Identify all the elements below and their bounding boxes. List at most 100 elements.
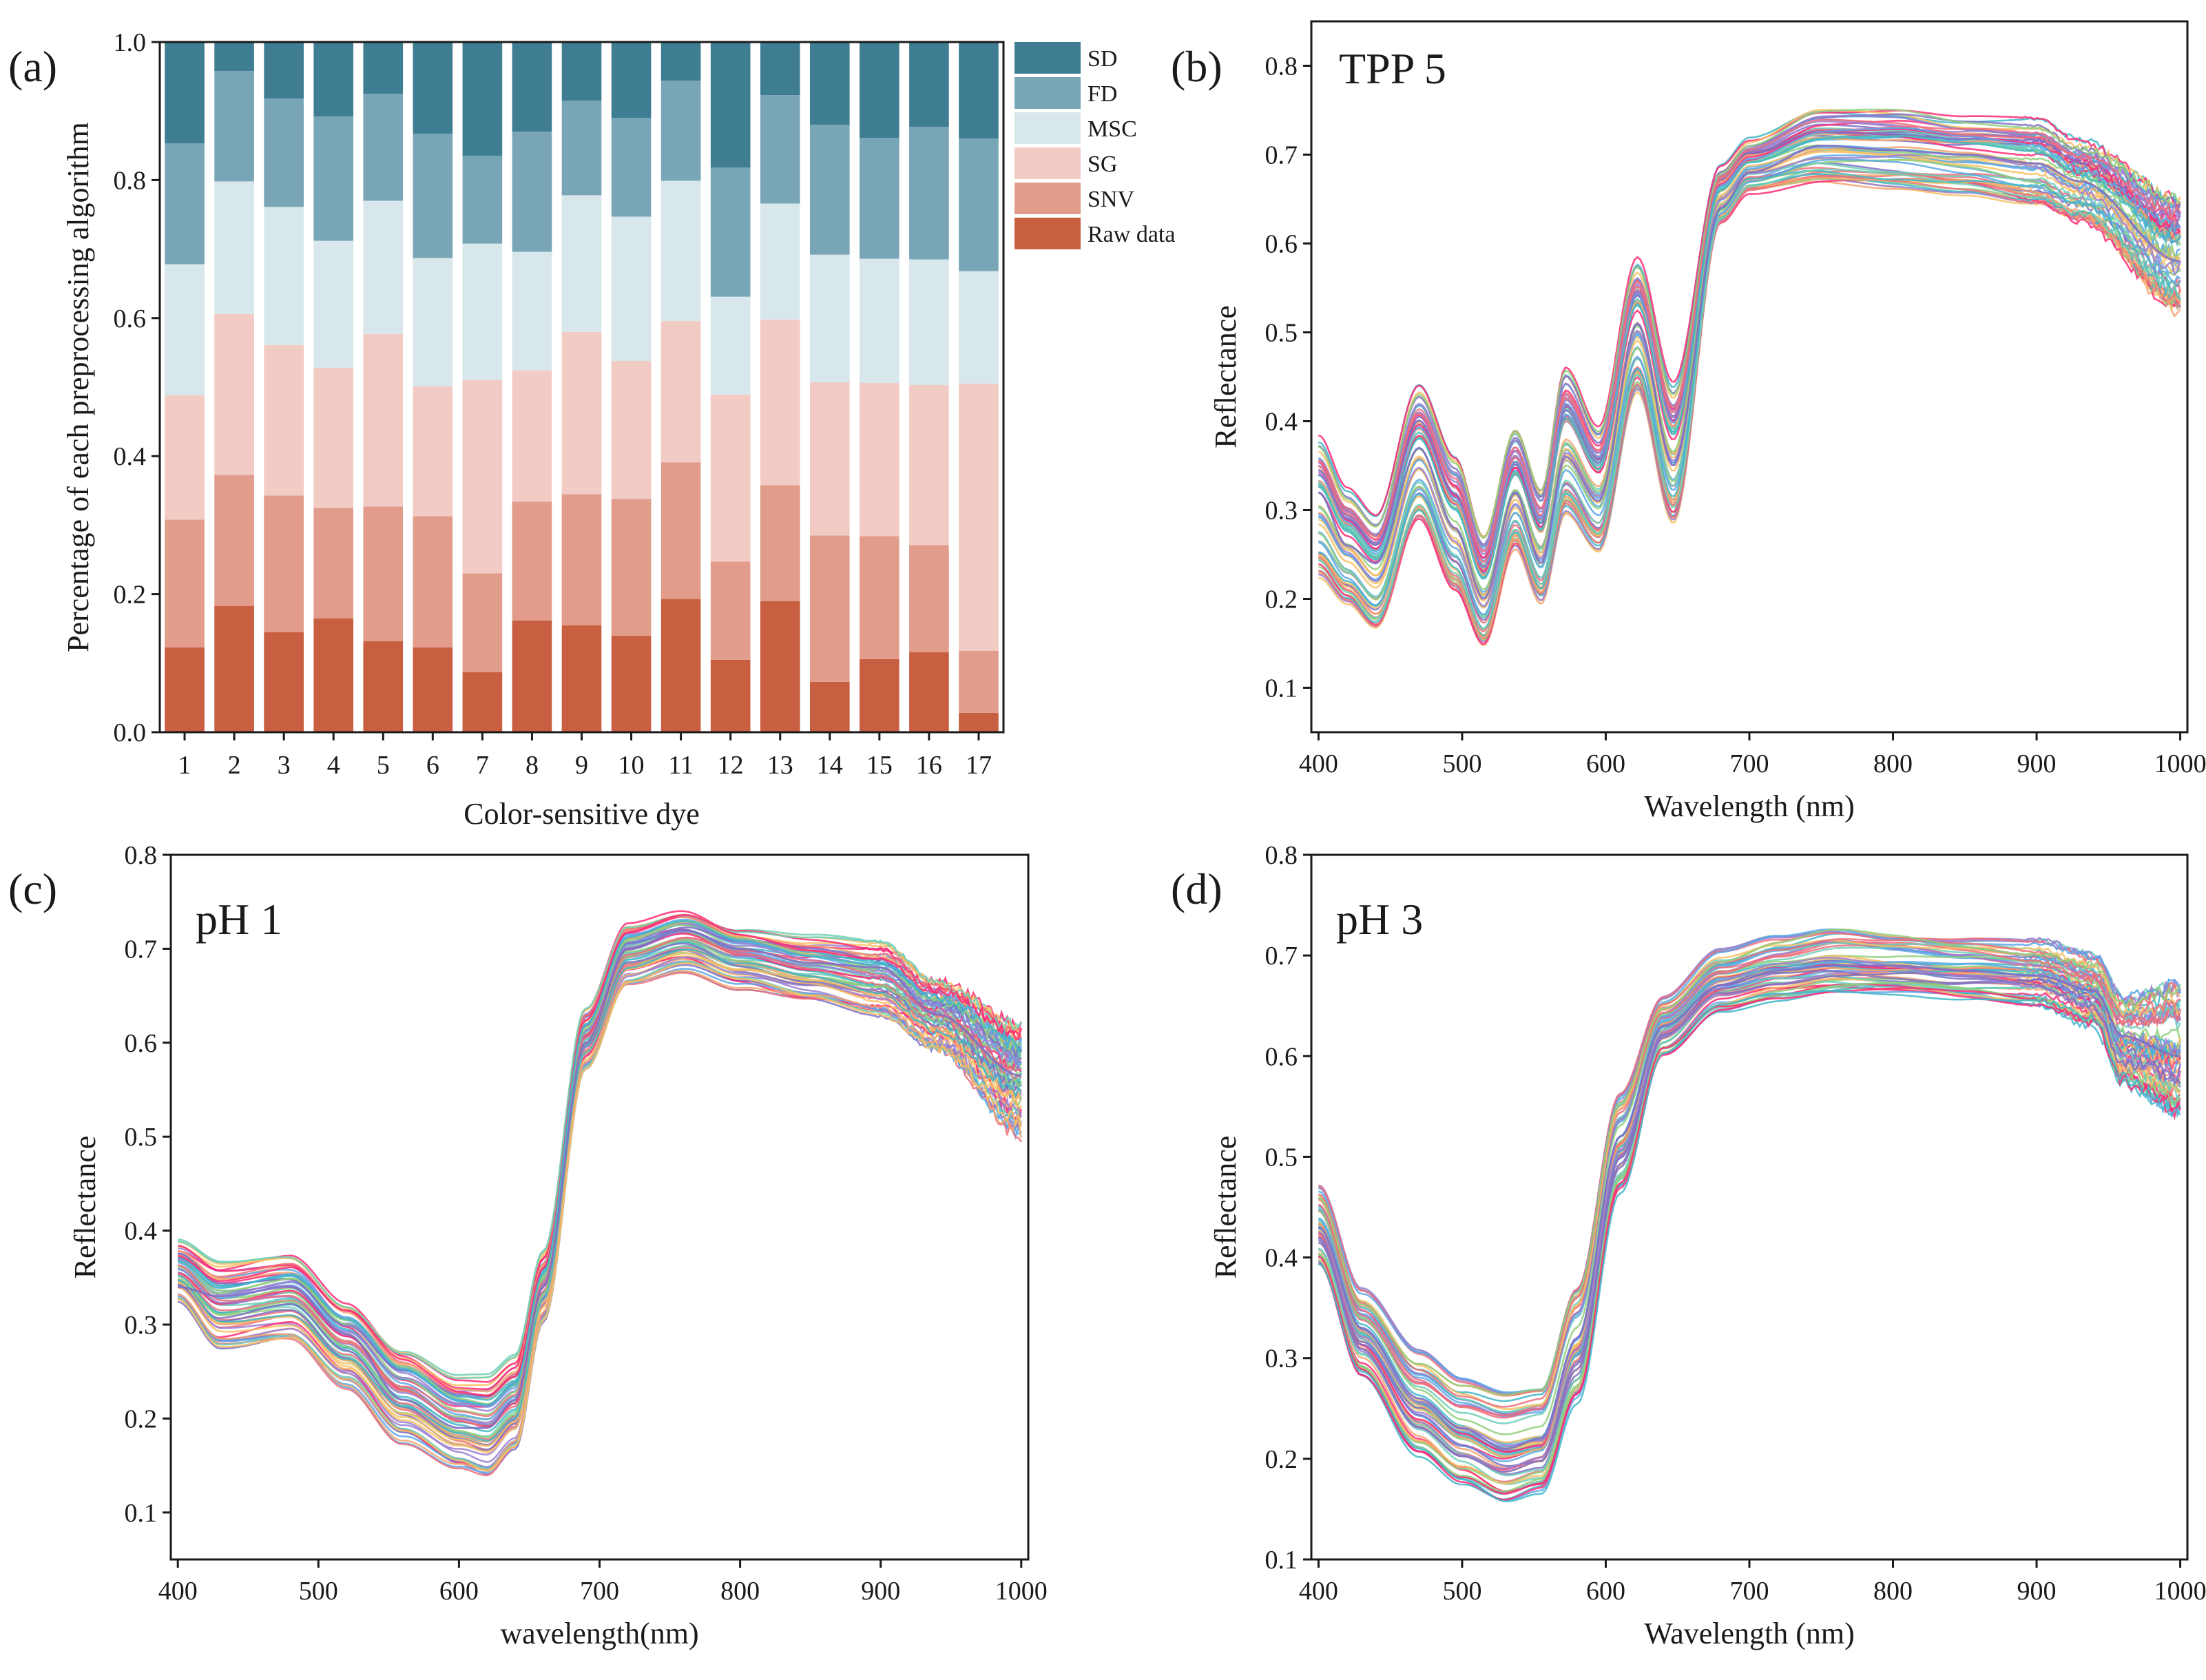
bar-sg-11 — [660, 320, 701, 463]
spectrum-line — [1318, 977, 2181, 1484]
bar-sd-5 — [363, 42, 404, 94]
spectrum-line — [1318, 148, 2181, 596]
panel-b: (b) TPP 5 0.1 0.2 0.3 0.4 0.5 0.6 0.7 0.8 400 500 60… — [1171, 20, 2206, 823]
spectrum-line — [1318, 939, 2181, 1414]
spectrum-line — [1318, 147, 2181, 595]
x-tick-label: 1000 — [995, 1577, 1048, 1606]
x-tick-label: 9 — [575, 751, 588, 780]
bar-msc-15 — [860, 258, 899, 383]
bar-sg-9 — [561, 331, 602, 495]
bar-fd-12 — [710, 167, 751, 297]
bar-msc-12 — [710, 296, 751, 395]
bar-raw-3 — [264, 632, 304, 732]
x-tick-label: 1000 — [2154, 749, 2206, 778]
bar-sg-10 — [611, 360, 652, 499]
bar-sd-13 — [760, 42, 800, 96]
bar-raw-10 — [611, 635, 652, 732]
spectrum-line — [1318, 940, 2181, 1415]
x-tick-label: 800 — [1873, 749, 1913, 778]
spectrum-line — [1318, 977, 2181, 1484]
bar-sd-8 — [512, 42, 552, 132]
bar-raw-12 — [710, 659, 751, 732]
bar-raw-11 — [660, 599, 701, 732]
y-tick-label: 0.7 — [1265, 141, 1298, 170]
y-tick-label: 0.5 — [1265, 319, 1298, 348]
y-axis-label: Reflectance — [68, 1136, 102, 1279]
spectrum-line — [1318, 960, 2181, 1453]
bar-fd-3 — [264, 98, 304, 207]
x-tick-label: 2 — [228, 751, 241, 780]
bar-msc-16 — [909, 259, 949, 385]
bar-msc-6 — [413, 258, 453, 386]
spectrum-line — [1318, 932, 2181, 1396]
x-tick-label: 900 — [861, 1577, 900, 1606]
bar-sd-1 — [165, 42, 205, 144]
spectrum-line — [1318, 969, 2181, 1470]
y-tick-label: 0.8 — [1265, 841, 1298, 870]
legend-swatch-snv — [1014, 183, 1081, 214]
spectrum-line — [1318, 982, 2181, 1493]
spectrum-line — [1318, 961, 2181, 1448]
y-tick-label: 0.8 — [1265, 52, 1298, 81]
x-tick-label: 14 — [817, 751, 843, 780]
bar-msc-7 — [462, 243, 503, 380]
bar-sd-6 — [413, 42, 453, 134]
bar-fd-6 — [413, 134, 453, 258]
bar-sg-12 — [710, 395, 751, 562]
x-tick-label: 900 — [2017, 749, 2057, 778]
y-tick-label: 0.5 — [1265, 1143, 1298, 1172]
legend-label: Raw data — [1088, 222, 1175, 247]
y-tick-label: 0.6 — [114, 304, 147, 333]
bar-msc-1 — [165, 264, 205, 396]
y-tick-label: 0.3 — [1265, 497, 1298, 526]
y-axis-label: Percentage of each preprocessing algorit… — [61, 122, 95, 652]
spectrum-line — [1318, 972, 2181, 1473]
x-tick-label: 12 — [718, 751, 744, 780]
y-tick-label: 0.4 — [1265, 408, 1298, 437]
bar-sd-11 — [660, 42, 701, 81]
bar-msc-2 — [214, 181, 254, 314]
bar-sg-7 — [462, 380, 503, 574]
x-tick-label: 700 — [1730, 1577, 1769, 1606]
spectrum-line — [1318, 175, 2181, 639]
inset-title: pH 3 — [1336, 895, 1423, 944]
bar-msc-17 — [959, 271, 999, 384]
panel-label: (c) — [8, 864, 57, 913]
y-tick-label: 0.6 — [1265, 1042, 1298, 1071]
y-tick-label: 0.4 — [114, 442, 147, 471]
bar-raw-9 — [561, 625, 602, 732]
x-tick-label: 400 — [1299, 749, 1338, 778]
x-tick-label: 1 — [178, 751, 191, 780]
bar-sd-14 — [809, 42, 850, 125]
bar-raw-17 — [959, 712, 999, 732]
bar-raw-14 — [809, 681, 850, 732]
legend-swatch-msc — [1014, 112, 1081, 144]
bar-raw-8 — [512, 620, 552, 732]
y-tick-label: 1.0 — [114, 28, 147, 57]
bar-sd-9 — [561, 42, 602, 101]
spectrum-line — [1318, 969, 2181, 1471]
representative-spectrum — [178, 929, 1021, 1429]
bar-fd-15 — [860, 138, 899, 259]
bar-msc-8 — [512, 251, 552, 371]
bar-msc-14 — [809, 254, 850, 382]
x-axis-label: wavelength(nm) — [500, 1617, 698, 1650]
bar-snv-11 — [660, 462, 701, 599]
x-tick-label: 10 — [618, 751, 645, 780]
x-axis-label: Color-sensitive dye — [464, 797, 700, 831]
legend-label: SNV — [1088, 187, 1134, 212]
bar-raw-4 — [313, 618, 354, 732]
bar-sg-15 — [860, 382, 899, 537]
legend-swatch-sg — [1014, 147, 1081, 179]
spectrum-line — [1318, 158, 2181, 616]
y-tick-label: 0.7 — [1265, 942, 1298, 971]
y-tick-label: 0.1 — [125, 1499, 158, 1528]
spectrum-line — [1318, 928, 2181, 1396]
spectrum-line — [1318, 965, 2181, 1456]
bar-snv-9 — [561, 494, 602, 625]
x-tick-label: 500 — [1442, 749, 1481, 778]
spectrum-line — [1318, 939, 2181, 1410]
bar-sg-6 — [413, 386, 453, 517]
x-tick-label: 7 — [476, 751, 489, 780]
